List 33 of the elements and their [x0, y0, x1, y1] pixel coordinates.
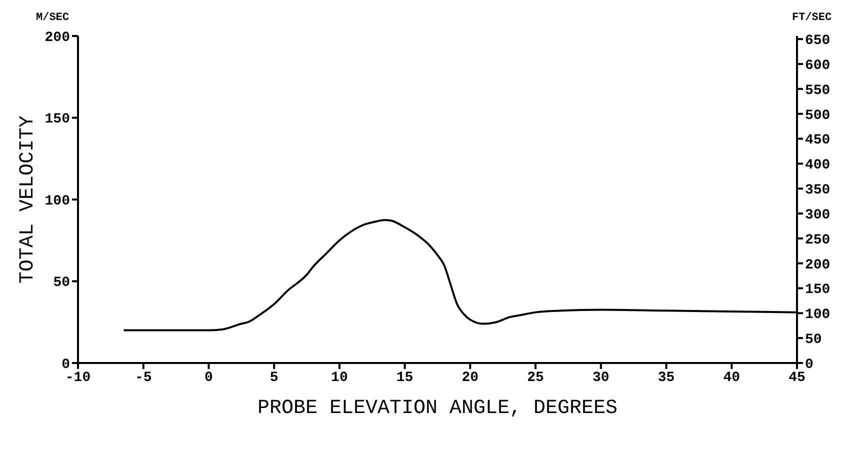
text: FT/SEC	[792, 12, 832, 24]
y2-tick-label: 300	[805, 207, 830, 224]
x-axis-title: PROBE ELEVATION ANGLE, DEGREES	[257, 397, 618, 420]
x-tick-label: 20	[462, 370, 479, 386]
x-tick-label: 40	[723, 370, 740, 386]
y2-tick-label: 450	[805, 132, 830, 149]
text: M/SEC	[36, 12, 70, 24]
y2-tick-label: 550	[805, 82, 830, 99]
x-tick-label: 0	[204, 370, 213, 386]
y2-tick-label: 0	[805, 356, 814, 373]
x-tick-label: 45	[788, 370, 806, 386]
x-tick-label: 10	[331, 370, 348, 386]
y-axis-title: TOTAL VELOCITY	[16, 115, 40, 284]
y-tick-label: 150	[44, 112, 70, 128]
y2-tick-label: 500	[805, 108, 830, 124]
y-tick-label: 100	[44, 193, 70, 210]
y2-tick-label: 50	[805, 332, 822, 348]
x-tick-label: 25	[527, 370, 544, 386]
y-tick-label: 50	[53, 275, 70, 292]
x-tick-label: 30	[592, 370, 610, 386]
x-tick-label: 15	[396, 370, 414, 386]
y2-tick-label: 250	[805, 232, 830, 248]
x-tick-label: 5	[270, 370, 278, 386]
x-tick-label: -5	[134, 370, 152, 386]
y2-tick-label: 200	[805, 257, 830, 274]
y2-tick-label: 350	[805, 182, 830, 199]
y2-tick-label: 100	[805, 307, 830, 324]
y2-tick-label: 400	[805, 158, 830, 174]
x-tick-label: 35	[658, 370, 675, 386]
y2-tick-label: 150	[805, 282, 830, 298]
y2-tick-label: 650	[805, 33, 830, 50]
y-tick-label: 200	[44, 30, 70, 46]
y2-tick-label: 600	[805, 58, 830, 74]
